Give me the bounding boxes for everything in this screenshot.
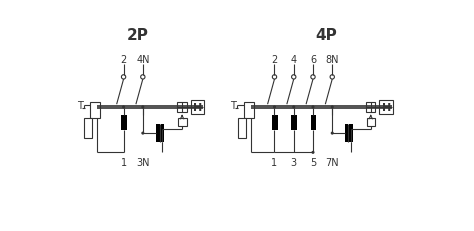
Circle shape	[273, 75, 277, 80]
Bar	[272, 115, 278, 131]
Bar	[83, 118, 92, 138]
Bar	[345, 124, 348, 143]
Circle shape	[141, 132, 145, 135]
Bar	[379, 100, 393, 114]
Text: 3N: 3N	[136, 157, 150, 167]
Text: 2P: 2P	[127, 28, 148, 43]
Text: 4N: 4N	[136, 55, 150, 65]
Bar	[177, 103, 187, 112]
Circle shape	[141, 75, 145, 80]
Circle shape	[292, 106, 295, 109]
Text: 3: 3	[291, 157, 297, 167]
Bar	[191, 100, 204, 114]
Bar	[90, 102, 100, 119]
Text: 2: 2	[272, 55, 278, 65]
Circle shape	[122, 106, 125, 109]
Text: H: H	[382, 103, 391, 112]
Bar	[121, 115, 127, 131]
Bar	[310, 115, 316, 131]
Circle shape	[273, 106, 276, 109]
Bar	[237, 118, 246, 138]
Text: 1: 1	[272, 157, 278, 167]
Circle shape	[311, 75, 315, 80]
Text: 5: 5	[310, 157, 316, 167]
Bar	[161, 124, 164, 143]
Text: 8N: 8N	[326, 55, 339, 65]
Text: 4P: 4P	[315, 28, 337, 43]
Text: H: H	[193, 103, 202, 112]
Text: 7N: 7N	[326, 157, 339, 167]
Circle shape	[311, 106, 315, 109]
Bar	[366, 103, 375, 112]
Bar	[367, 118, 375, 127]
Circle shape	[331, 106, 334, 109]
Text: 6: 6	[310, 55, 316, 65]
Text: 1: 1	[120, 157, 127, 167]
Circle shape	[292, 75, 296, 80]
Bar	[178, 118, 187, 127]
Text: T: T	[230, 100, 236, 110]
Circle shape	[330, 75, 334, 80]
Bar	[156, 124, 160, 143]
Bar	[244, 102, 255, 119]
Circle shape	[121, 75, 126, 80]
Text: 4: 4	[291, 55, 297, 65]
Circle shape	[311, 151, 315, 154]
Bar	[349, 124, 353, 143]
Circle shape	[141, 106, 145, 109]
Circle shape	[331, 132, 334, 135]
Text: 2: 2	[120, 55, 127, 65]
Bar	[292, 115, 297, 131]
Text: T: T	[77, 100, 82, 110]
